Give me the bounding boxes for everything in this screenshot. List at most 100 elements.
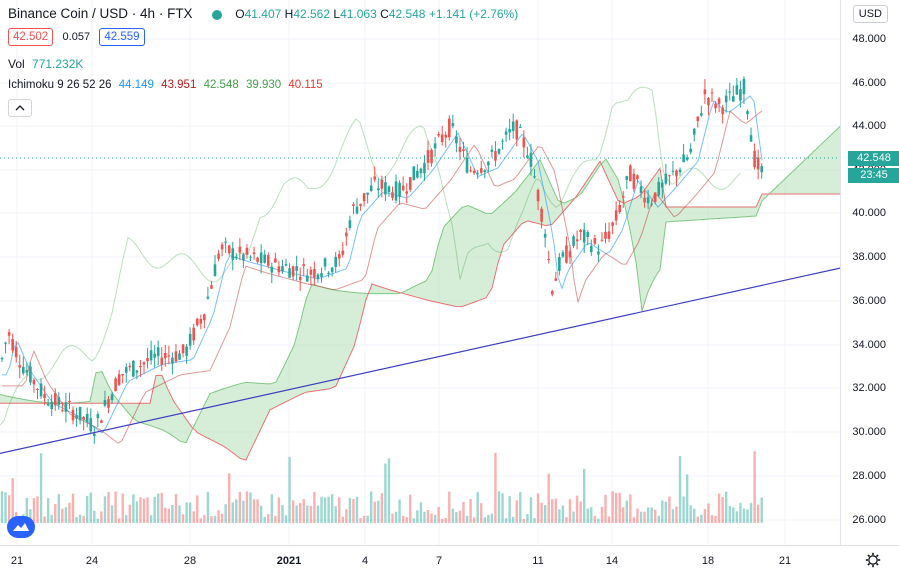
candle-body xyxy=(582,229,586,243)
candle-body xyxy=(57,397,61,405)
open-label: O xyxy=(235,7,245,21)
price-tick: 30.000 xyxy=(852,426,886,438)
volume-bar xyxy=(707,503,710,523)
candle-body xyxy=(692,128,696,135)
time-tick: 21 xyxy=(778,555,792,567)
volume-bar xyxy=(387,458,391,523)
candle-body xyxy=(302,264,306,267)
candle-body xyxy=(103,399,107,406)
ask-price[interactable]: 42.559 xyxy=(99,28,145,46)
candle-body xyxy=(96,414,100,419)
candle-body xyxy=(107,399,110,408)
candle-body xyxy=(306,275,309,282)
collapse-legend-button[interactable] xyxy=(8,99,32,117)
volume-bar xyxy=(678,456,682,523)
candle-body xyxy=(508,128,511,133)
chart-plot-area[interactable] xyxy=(0,0,840,545)
ichimoku-cloud xyxy=(0,126,840,461)
volume-bar xyxy=(465,515,469,523)
volume-bar xyxy=(469,498,472,523)
volume-bar xyxy=(107,492,110,523)
volume-bar xyxy=(135,501,139,523)
candle-body xyxy=(313,268,316,278)
volume-bar xyxy=(11,478,14,523)
volume-bar xyxy=(309,505,313,523)
time-axis[interactable]: 21 24 28 2021 4 7 11 14 18 21 xyxy=(0,545,899,574)
volume-bar xyxy=(483,517,486,523)
volume-bar xyxy=(714,515,717,523)
candle-body xyxy=(185,346,188,356)
candle-body xyxy=(522,137,526,148)
volume-bar xyxy=(742,508,746,523)
candle-body xyxy=(629,165,632,182)
candle-body xyxy=(455,136,458,144)
volume-bar xyxy=(103,496,107,523)
volume-legend[interactable]: Vol 771.232K xyxy=(8,57,83,71)
volume-bar xyxy=(607,516,611,523)
candle-body xyxy=(430,149,433,164)
candle-body xyxy=(710,92,714,94)
volume-bar xyxy=(753,451,756,523)
tradingview-logo-icon[interactable] xyxy=(7,516,35,538)
candle-body xyxy=(64,402,68,412)
volume-bar xyxy=(171,504,174,523)
candle-body xyxy=(274,258,277,263)
candle-body xyxy=(685,157,689,160)
candle-body xyxy=(618,204,621,213)
candle-body xyxy=(75,415,78,419)
price-chart[interactable] xyxy=(0,0,840,545)
candle-body xyxy=(721,107,724,115)
candle-body xyxy=(245,247,249,255)
time-tick: 11 xyxy=(532,555,544,567)
candle-body xyxy=(124,367,128,373)
volume-bar xyxy=(739,502,742,523)
ichimoku-legend[interactable]: Ichimoku 9 26 52 26 44.149 43.951 42.548… xyxy=(8,79,323,91)
volume-bar xyxy=(614,492,618,523)
volume-bar xyxy=(270,494,273,523)
volume-bar xyxy=(515,500,518,523)
time-tick: 21 xyxy=(10,555,24,567)
volume-bar xyxy=(629,494,632,523)
volume-bar xyxy=(551,499,554,523)
volume-bar xyxy=(664,501,668,523)
candle-body xyxy=(664,173,668,184)
volume-bar xyxy=(46,498,50,523)
candle-body xyxy=(650,203,653,205)
candle-body xyxy=(153,353,156,358)
volume-bar xyxy=(89,492,92,523)
candle-body xyxy=(288,268,291,278)
ichimoku-lagging-line xyxy=(0,86,741,426)
candle-body xyxy=(320,273,323,277)
volume-bar xyxy=(25,497,29,523)
volume-bar xyxy=(100,511,103,523)
candle-body xyxy=(78,406,82,421)
bid-price[interactable]: 42.502 xyxy=(8,28,54,46)
price-tick: 48.000 xyxy=(852,33,886,45)
volume-bar xyxy=(93,510,96,523)
time-tick: 4 xyxy=(361,555,369,567)
candle-body xyxy=(519,126,522,128)
eye-icon[interactable] xyxy=(211,9,222,20)
volume-bar xyxy=(238,491,242,523)
volume-bar xyxy=(600,506,604,523)
candle-body xyxy=(696,116,700,122)
volume-bar xyxy=(139,497,142,523)
currency-button[interactable]: USD xyxy=(852,5,888,23)
volume-bar xyxy=(50,514,53,523)
high-label: H xyxy=(284,7,294,21)
volume-bar xyxy=(245,491,249,523)
candle-body xyxy=(572,236,575,246)
volume-bar xyxy=(366,515,369,523)
volume-bar xyxy=(625,500,628,523)
price-axis[interactable]: USD 48.00046.00044.00042.00040.00038.000… xyxy=(840,0,899,545)
symbol-title[interactable]: Binance Coin / USD · 4h · FTX xyxy=(8,6,193,21)
volume-bar xyxy=(448,491,451,523)
gear-icon[interactable] xyxy=(865,552,881,568)
candle-body xyxy=(586,232,590,237)
volume-bar xyxy=(657,515,660,523)
candle-body xyxy=(327,272,330,274)
volume-bar xyxy=(721,497,724,523)
candle-body xyxy=(68,400,71,403)
volume-bar xyxy=(4,492,7,523)
candle-body xyxy=(614,210,618,221)
